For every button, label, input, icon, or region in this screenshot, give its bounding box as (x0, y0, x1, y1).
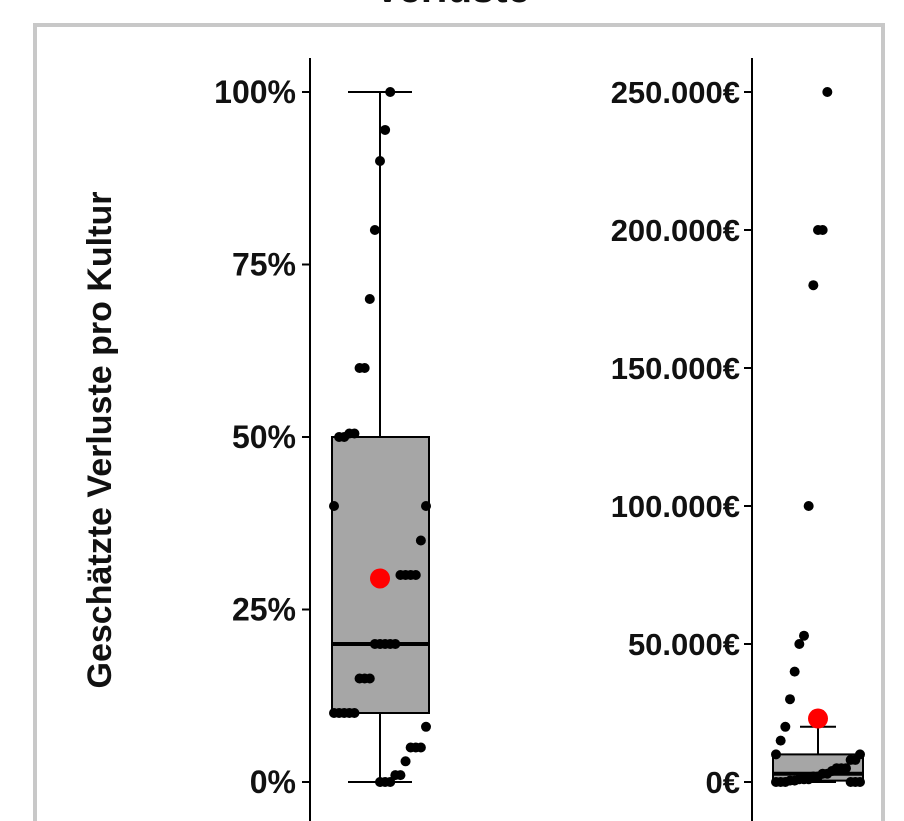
mean-marker (808, 709, 828, 729)
data-point (380, 125, 390, 135)
data-point (395, 570, 405, 580)
data-point (846, 777, 856, 787)
data-point (355, 674, 365, 684)
data-point (804, 501, 814, 511)
data-point (334, 432, 344, 442)
data-point (375, 156, 385, 166)
data-point (355, 363, 365, 373)
data-point (370, 225, 380, 235)
data-point (771, 777, 781, 787)
data-point (790, 667, 800, 677)
y-tick-label: 150.000€ (611, 351, 740, 386)
data-point (421, 722, 431, 732)
data-point (780, 722, 790, 732)
data-point (785, 694, 795, 704)
data-point (370, 639, 380, 649)
data-point (808, 280, 818, 290)
y-tick-label: 100.000€ (611, 489, 740, 524)
data-point (794, 639, 804, 649)
data-point (421, 501, 431, 511)
y-tick-label: 100% (214, 74, 296, 110)
y-tick-label: 50% (232, 419, 296, 455)
data-point (329, 501, 339, 511)
data-point (776, 736, 786, 746)
data-point (329, 708, 339, 718)
data-point (416, 536, 426, 546)
data-point (822, 87, 832, 97)
y-tick-label: 200.000€ (611, 213, 740, 248)
data-point (813, 225, 823, 235)
y-tick-label: 0% (250, 764, 296, 800)
data-point (771, 749, 781, 759)
y-tick-label: 75% (232, 247, 296, 283)
y-tick-label: 0€ (706, 765, 740, 800)
y-tick-label: 25% (232, 592, 296, 628)
data-point (406, 743, 416, 753)
chart-title: Verluste (374, 0, 530, 11)
y-tick-label: 250.000€ (611, 75, 740, 110)
data-point (365, 294, 375, 304)
data-point (375, 777, 385, 787)
y-tick-label: 50.000€ (628, 627, 740, 662)
panel-frame (35, 25, 883, 821)
data-point (385, 87, 395, 97)
y-axis-label: Geschätzte Verluste pro Kultur (81, 192, 119, 689)
data-point (401, 756, 411, 766)
mean-marker (370, 568, 390, 588)
